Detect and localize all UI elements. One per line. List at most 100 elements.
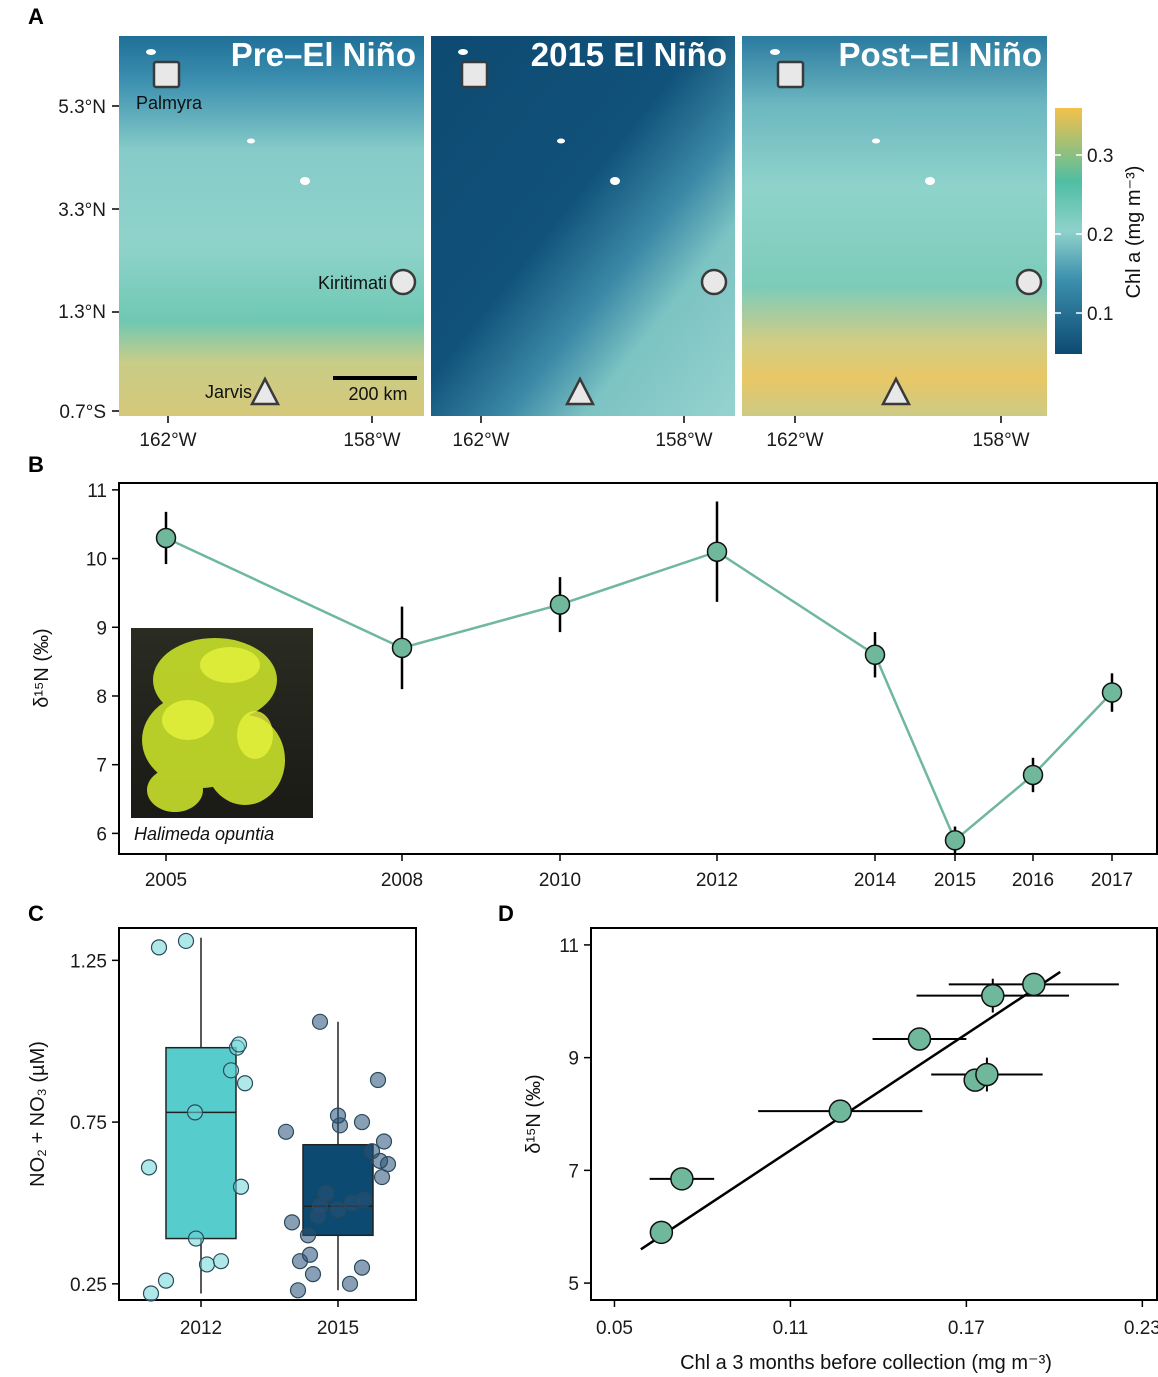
axis-d: 5 7 9 11 0.05 0.11 0.17 0.23 Chl a 3 months befo… <box>523 936 1158 1374</box>
halimeda-photo: Halimeda opuntia <box>131 628 313 844</box>
data-point <box>549 594 571 615</box>
y-tick-label: 11 <box>87 481 107 502</box>
x-tick-label: 0.17 <box>948 1318 985 1339</box>
map-post <box>742 36 1047 416</box>
y-tick-label: 0.25 <box>70 1275 107 1296</box>
photo-caption: Halimeda opuntia <box>134 824 274 844</box>
jitter-point <box>157 1272 175 1289</box>
kiritimati-circle-marker <box>1015 268 1043 296</box>
y-tick-label: 9 <box>96 618 107 639</box>
site-label-palmyra: Palmyra <box>136 93 203 113</box>
x-tick-label: 2015 <box>317 1318 359 1339</box>
jitter-point <box>355 1191 373 1208</box>
series-d <box>640 970 1119 1251</box>
palmyra-square-marker <box>776 60 805 89</box>
data-point <box>649 1220 674 1245</box>
jitter-point <box>150 939 168 956</box>
x-tick-label: 0.11 <box>773 1318 809 1339</box>
x-tick-label: 2014 <box>854 870 897 891</box>
land-patches <box>146 49 935 185</box>
y-tick-label: 11 <box>559 936 579 957</box>
panel-label-b: B <box>28 452 44 477</box>
jitter-point <box>232 1178 250 1195</box>
y-tick-label: 7 <box>568 1161 579 1182</box>
jitter-point <box>140 1159 158 1176</box>
jitter-point <box>289 1282 307 1299</box>
series-line <box>165 536 1113 843</box>
jitter-point <box>230 1036 248 1053</box>
jitter-point <box>177 932 195 950</box>
lon-tick: 158°W <box>655 430 712 451</box>
jitter-point <box>277 1123 295 1140</box>
data-point <box>1022 972 1046 997</box>
jitter-point <box>329 1107 347 1124</box>
lon-tick: 158°W <box>972 430 1029 451</box>
jitter-point <box>353 1259 371 1276</box>
jitter-point <box>304 1266 322 1283</box>
jitter-point <box>317 1185 335 1202</box>
map-pre <box>119 36 424 416</box>
axis-c: 0.25 0.75 1.25 2012 2015 NO₂ + NO₃ (µM) <box>27 951 359 1339</box>
jarvis-triangle-marker <box>880 376 912 406</box>
y-tick-label: 9 <box>568 1049 579 1070</box>
x-tick-label: 0.05 <box>596 1318 633 1339</box>
data-point <box>864 644 886 666</box>
lon-tick: 162°W <box>452 430 509 451</box>
data-point <box>1101 682 1123 703</box>
data-point <box>391 637 413 659</box>
lat-tick: 0.7°S <box>59 402 106 423</box>
jitter-point <box>341 1275 359 1292</box>
x-tick-label: 2015 <box>934 870 976 891</box>
jitter-point <box>187 1230 205 1247</box>
data-point <box>975 1062 999 1087</box>
map-elnino <box>431 36 735 416</box>
lat-tick: 1.3°N <box>58 302 106 323</box>
x-tick-label: 2005 <box>145 870 187 891</box>
jitter-point <box>329 1201 347 1218</box>
colorbar-label: Chl a (mg m⁻³) <box>1123 166 1145 299</box>
panel-label-c: C <box>28 901 44 926</box>
palmyra-square-marker <box>152 60 181 89</box>
data-point <box>670 1167 694 1191</box>
jitter-point <box>311 1013 329 1030</box>
lat-tick: 3.3°N <box>58 200 106 221</box>
jitter-point <box>222 1062 240 1079</box>
lon-tick: 162°W <box>766 430 823 451</box>
jitter-point <box>301 1246 319 1263</box>
jitter-point <box>283 1214 301 1231</box>
panel-label-a: A <box>28 4 44 29</box>
data-point <box>981 983 1005 1008</box>
box <box>302 1143 374 1237</box>
jitter-point <box>212 1253 230 1270</box>
x-tick-label: 2012 <box>180 1318 222 1339</box>
jitter-point <box>198 1256 216 1273</box>
y-axis-title: δ¹⁵N (‰) <box>31 628 53 707</box>
site-label-kiritimati: Kiritimati <box>318 273 387 293</box>
site-label-jarvis: Jarvis <box>205 382 252 402</box>
palmyra-square-marker <box>460 60 489 89</box>
map-title-pre: Pre–El Niño <box>231 36 416 73</box>
lon-tick: 162°W <box>139 430 196 451</box>
data-point <box>1022 764 1044 786</box>
jitter-point <box>236 1075 254 1092</box>
x-tick-label: 2010 <box>539 870 581 891</box>
kiritimati-circle-marker <box>700 268 728 296</box>
colorbar <box>1055 108 1082 354</box>
jitter-point <box>299 1227 317 1244</box>
data-point <box>907 1027 932 1051</box>
y-tick-label: 5 <box>568 1274 579 1295</box>
x-tick-label: 0.23 <box>1124 1318 1158 1339</box>
colorbar-tick: 0.2 <box>1087 225 1113 246</box>
colorbar-tick: 0.3 <box>1087 146 1113 167</box>
plot-frame-c <box>118 927 417 1301</box>
series-c <box>140 932 397 1302</box>
y-axis-title: NO₂ + NO₃ (µM) <box>27 1041 49 1187</box>
y-tick-label: 10 <box>86 550 107 571</box>
jarvis-triangle-marker <box>249 376 281 406</box>
jitter-point <box>142 1285 160 1302</box>
x-tick-label: 2008 <box>381 870 423 891</box>
data-point <box>706 541 728 562</box>
lon-tick: 158°W <box>343 430 400 451</box>
series-b <box>155 501 1123 854</box>
panel-label-d: D <box>498 901 514 926</box>
